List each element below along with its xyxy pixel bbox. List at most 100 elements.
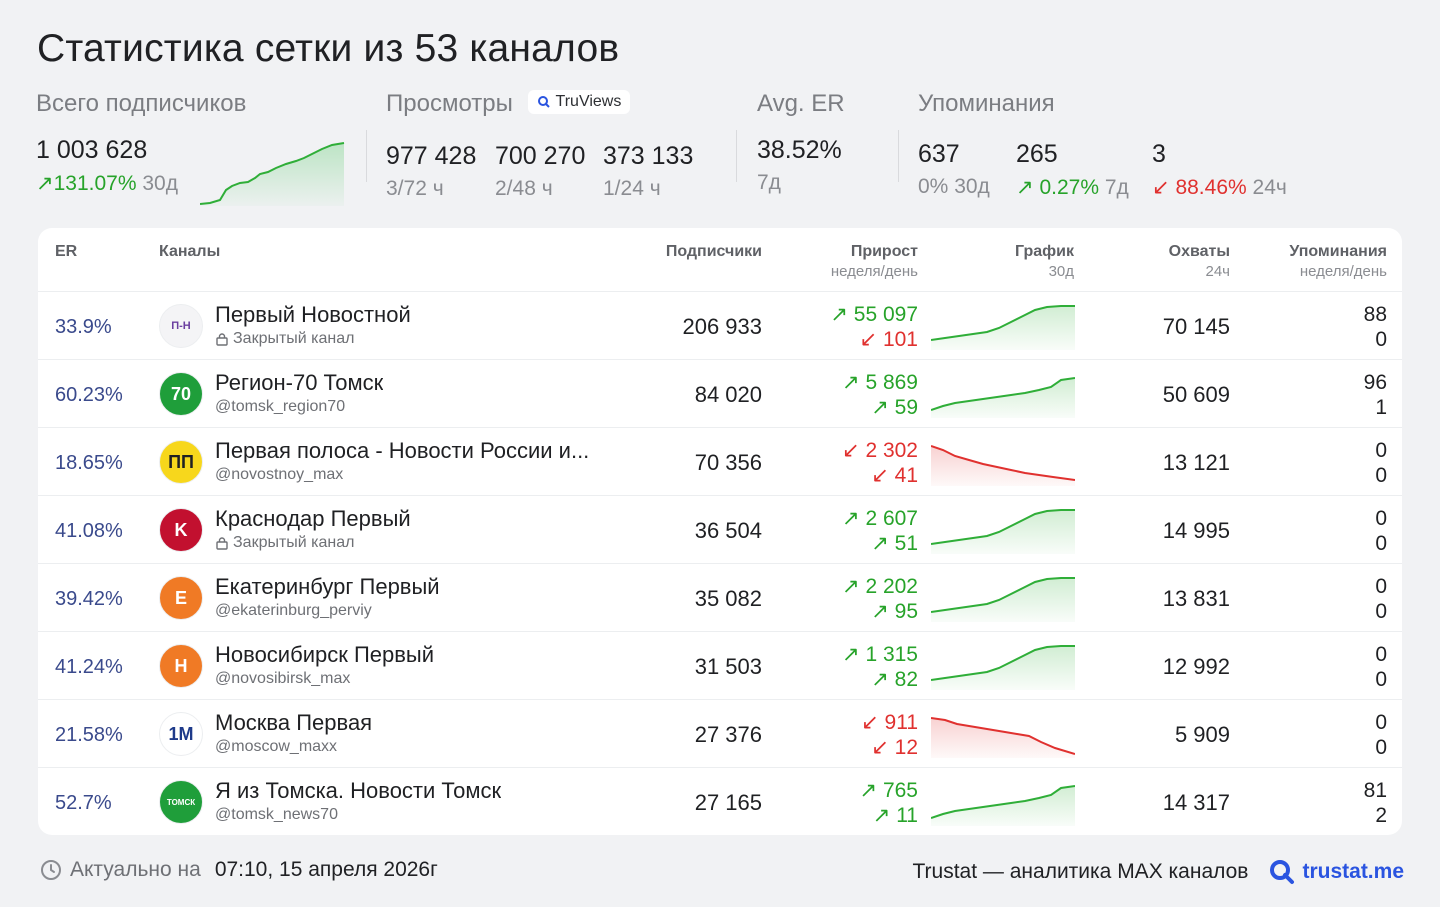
- growth-week: ↗ 5 869: [841, 371, 918, 394]
- arrow-up-icon: ↗: [841, 371, 860, 394]
- channel-name[interactable]: Первая полоса - Новости России и...: [215, 438, 590, 463]
- channel-name[interactable]: Я из Томска. Новости Томск: [215, 778, 502, 803]
- arrow-up-icon: ↗: [1016, 176, 1034, 199]
- stat-mentions-label: Упоминания: [918, 90, 1055, 117]
- channel-name[interactable]: Новосибирск Первый: [215, 642, 435, 667]
- stat-subscribers-label: Всего подписчиков: [36, 90, 247, 117]
- arrow-down-icon: ↙: [871, 736, 889, 759]
- mentions-day: 0: [1375, 600, 1387, 623]
- table-row[interactable]: 21.58% 1M Москва Первая @moscow_maxx 27 …: [38, 700, 1402, 768]
- table-row[interactable]: 41.24% H Новосибирск Первый @novosibirsk…: [38, 632, 1402, 700]
- growth-values: ↗ 765 ↗ 11: [860, 778, 919, 828]
- channel-name[interactable]: Краснодар Первый: [215, 506, 411, 531]
- er-value: 21.58%: [55, 724, 123, 746]
- reach-value: 70 145: [1162, 314, 1230, 339]
- channel-handle: @tomsk_region70: [215, 398, 346, 415]
- subscribers-sparkline: [200, 142, 345, 206]
- growth-week: ↗ 1 315: [841, 643, 918, 666]
- table-row[interactable]: 52.7% ТОМСК Я из Томска. Новости Томск @…: [38, 768, 1402, 835]
- trustat-logo-icon: [1270, 860, 1295, 884]
- arrow-down-icon: ↙: [841, 439, 860, 462]
- table-row[interactable]: 39.42% E Екатеринбург Первый @ekaterinbu…: [38, 564, 1402, 632]
- channel-handle: Закрытый канал: [215, 534, 355, 552]
- arrow-up-icon: ↗: [36, 172, 54, 195]
- arrow-up-icon: ↗: [830, 303, 848, 326]
- mentions-day: 1: [1375, 396, 1387, 419]
- view-item: 373 133 1/24 ч: [603, 142, 694, 200]
- avatar[interactable]: 1M: [159, 712, 203, 756]
- growth-day: ↗ 51: [871, 532, 918, 555]
- trend-sparkline: [931, 717, 1075, 758]
- avatar[interactable]: E: [159, 576, 203, 620]
- stat-er-period: 7д: [757, 171, 781, 194]
- growth-week: ↙ 2 302: [841, 439, 918, 462]
- subscribers-value: 27 165: [694, 790, 762, 815]
- channel-handle: @tomsk_news70: [215, 806, 338, 823]
- divider: [898, 130, 899, 182]
- stat-subscribers-change: ↗131.07% 30д: [36, 172, 178, 195]
- mentions-values: 0 0: [1375, 506, 1387, 556]
- brand-link[interactable]: trustat.me: [1268, 858, 1404, 886]
- mentions-week: 88: [1363, 303, 1387, 326]
- mentions-values: 0 0: [1375, 710, 1387, 760]
- trend-sparkline: [931, 305, 1075, 350]
- channel-name[interactable]: Екатеринбург Первый: [215, 574, 440, 599]
- arrow-down-icon: ↙: [859, 328, 878, 351]
- avatar[interactable]: K: [159, 508, 203, 552]
- er-value: 33.9%: [55, 316, 112, 338]
- growth-day: ↗ 59: [871, 396, 918, 419]
- table-row[interactable]: 33.9% П-Н Первый Новостной Закрытый кана…: [38, 292, 1402, 360]
- subscribers-value: 206 933: [682, 314, 762, 339]
- avatar[interactable]: ПП: [159, 440, 203, 484]
- growth-values: ↗ 1 315 ↗ 82: [842, 642, 918, 692]
- col-subscribers[interactable]: Подписчики: [665, 243, 762, 260]
- col-mentions[interactable]: Упоминания неделя/день: [1289, 243, 1387, 280]
- col-channels[interactable]: Каналы: [159, 243, 221, 260]
- channel-name[interactable]: Москва Первая: [215, 710, 373, 735]
- mentions-day: 0: [1375, 464, 1387, 487]
- avatar[interactable]: 70: [159, 372, 203, 416]
- channel-handle: @moscow_maxx: [215, 738, 338, 755]
- col-growth[interactable]: Прирост неделя/день: [830, 243, 918, 280]
- growth-day: ↙ 101: [859, 328, 919, 351]
- subscribers-value: 35 082: [694, 586, 762, 611]
- growth-values: ↙ 911 ↙ 12: [861, 710, 918, 760]
- avatar[interactable]: П-Н: [159, 304, 203, 348]
- er-value: 41.24%: [55, 656, 123, 678]
- mentions-week: 0: [1375, 439, 1387, 462]
- reach-value: 14 995: [1162, 518, 1230, 543]
- avatar[interactable]: ТОМСК: [159, 780, 203, 824]
- table-row[interactable]: 60.23% 70 Регион-70 Томск @tomsk_region7…: [38, 360, 1402, 428]
- mentions-values: 0 0: [1375, 574, 1387, 624]
- reach-value: 13 121: [1162, 450, 1230, 475]
- updated-at: Актуально на 07:10, 15 апреля 2026г: [40, 858, 438, 882]
- table-row[interactable]: 18.65% ПП Первая полоса - Новости России…: [38, 428, 1402, 496]
- col-er[interactable]: ER: [55, 243, 78, 260]
- reach-value: 5 909: [1174, 722, 1230, 747]
- mentions-values: 88 0: [1364, 302, 1387, 352]
- growth-week: ↗ 2 202: [841, 575, 918, 598]
- truviews-badge[interactable]: TruViews: [527, 89, 631, 114]
- growth-week: ↗ 55 097: [830, 303, 918, 326]
- trend-sparkline: [931, 377, 1075, 418]
- mentions-day: 0: [1375, 668, 1387, 691]
- arrow-down-icon: ↙: [871, 464, 889, 487]
- channel-name[interactable]: Регион-70 Томск: [215, 370, 384, 395]
- col-graph[interactable]: График 30д: [1015, 243, 1074, 280]
- divider: [366, 130, 367, 182]
- channel-name[interactable]: Первый Новостной: [215, 302, 411, 327]
- mentions-day: 2: [1375, 804, 1387, 827]
- mentions-values: 0 0: [1375, 642, 1387, 692]
- arrow-up-icon: ↗: [872, 804, 891, 827]
- col-reach[interactable]: Охваты 24ч: [1168, 243, 1230, 280]
- growth-day: ↗ 11: [872, 804, 918, 827]
- subscribers-value: 84 020: [694, 382, 762, 407]
- mentions-day: 0: [1375, 532, 1387, 555]
- lock-icon: [216, 333, 228, 346]
- table-row[interactable]: 41.08% K Краснодар Первый Закрытый канал…: [38, 496, 1402, 564]
- avatar[interactable]: H: [159, 644, 203, 688]
- subscribers-value: 36 504: [694, 518, 762, 543]
- trend-sparkline: [931, 445, 1075, 486]
- table-header: ER Каналы Подписчики Прирост неделя/день…: [38, 228, 1402, 292]
- reach-value: 12 992: [1162, 654, 1230, 679]
